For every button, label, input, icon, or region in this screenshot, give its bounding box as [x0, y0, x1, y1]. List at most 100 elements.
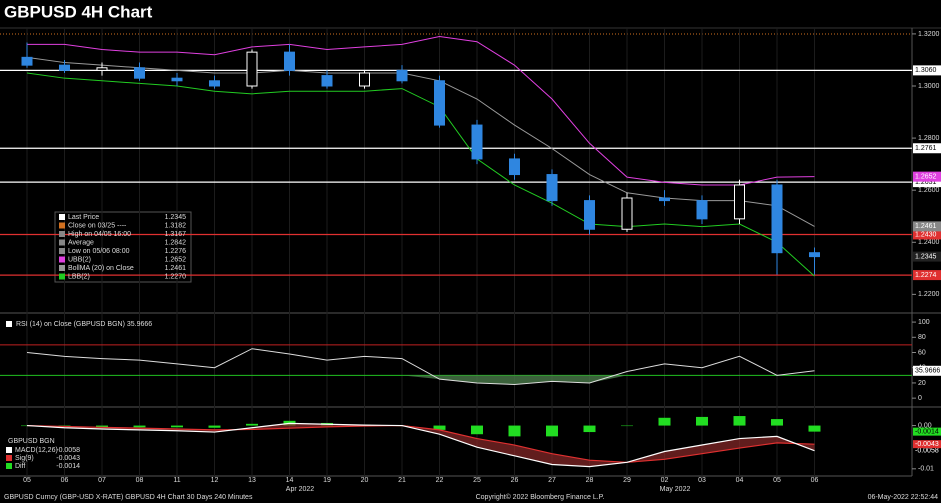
x-tick-label: 03 [698, 477, 706, 484]
legend-swatch [59, 273, 65, 280]
series-line [26, 424, 815, 463]
price-tag [913, 251, 941, 262]
candle-body [134, 67, 145, 79]
level-tag [913, 229, 941, 240]
footer-center: Copyright© 2022 Bloomberg Finance L.P. [476, 493, 605, 501]
level-tag-label: 1.2430 [915, 231, 937, 238]
x-tick-label: 04 [736, 477, 744, 484]
value-tag-label: -0.0058 [915, 447, 939, 454]
diff-bar [808, 425, 821, 432]
y-tick-label: 20 [918, 380, 926, 387]
legend-swatch [6, 463, 12, 469]
y-tick-label: 80 [918, 334, 926, 341]
legend-swatch [59, 256, 65, 263]
x-tick-label: 02 [661, 477, 669, 484]
y-tick-label: 1.3200 [918, 31, 940, 38]
legend-value: 1.3182 [165, 222, 187, 229]
x-tick-label: 20 [361, 477, 369, 484]
price-tag [913, 171, 941, 182]
series-line [26, 422, 815, 468]
legend-swatch [59, 214, 65, 220]
legend-swatch [59, 239, 65, 246]
legend-box [54, 211, 192, 283]
footer-right: 06-May-2022 22:52:44 [868, 494, 939, 501]
footer-left: GBPUSD Curncy (GBP-USD X-RATE) GBPUSD 4H… [4, 494, 253, 501]
legend-value: 1.2276 [165, 248, 187, 255]
diff-bar [508, 425, 521, 437]
month-label: Apr 2022 [286, 486, 315, 493]
y-tick-label: 1.2800 [918, 135, 940, 142]
y-tick-label: 1.3000 [918, 83, 940, 90]
legend-label: BollMA (20) on Close [68, 265, 134, 272]
diff-bar [621, 425, 633, 427]
legend-swatch [59, 248, 65, 254]
y-tick-label: 1.2200 [918, 291, 940, 298]
x-tick-label: 12 [211, 477, 219, 484]
y-tick-label: 0.00 [918, 422, 932, 429]
chart-title: GBPUSD 4H Chart [4, 2, 153, 21]
y-tick-label: 100 [918, 319, 930, 326]
price-tag [913, 221, 941, 232]
diff-bar [208, 425, 221, 428]
legend-label: High on 04/05 16:00 [68, 231, 131, 238]
candle-body [246, 51, 258, 87]
legend-swatch [59, 231, 65, 237]
level-tag [913, 65, 941, 76]
x-tick-label: 05 [773, 477, 781, 484]
diff-bar [171, 425, 183, 428]
legend-value: 1.3167 [165, 231, 187, 238]
x-tick-label: 21 [398, 477, 406, 484]
legend-value: 1.2842 [165, 239, 187, 246]
legend-swatch [6, 447, 12, 453]
x-tick-label: 07 [98, 477, 106, 484]
legend-value: -0.0043 [56, 455, 80, 462]
candle-body [509, 158, 520, 176]
legend-box [3, 436, 83, 472]
candle-body [809, 252, 820, 258]
candle-body [621, 197, 633, 230]
legend-label: UBB(2) [68, 256, 91, 263]
value-tag [913, 446, 941, 455]
x-tick-label: 22 [436, 477, 444, 484]
x-tick-label: 14 [286, 477, 294, 484]
x-tick-label: 27 [548, 477, 556, 484]
y-tick-label: -0.01 [918, 466, 934, 473]
legend-swatch [6, 321, 12, 327]
series-line [27, 36, 815, 186]
candle-body [771, 184, 783, 254]
x-tick-label: 29 [623, 477, 631, 484]
price-tag [913, 365, 941, 376]
legend-value: 1.2461 [165, 265, 187, 272]
x-tick-label: 19 [323, 477, 331, 484]
x-tick-label: 06 [811, 477, 819, 484]
legend-label: Average [68, 239, 94, 246]
value-tag [913, 427, 941, 436]
legend-swatch [6, 455, 12, 461]
candle-body [21, 56, 33, 66]
level-tag-label: 1.3060 [915, 67, 937, 74]
x-tick-label: 08 [136, 477, 144, 484]
legend-swatch [59, 222, 65, 229]
diff-bar [733, 416, 746, 426]
candle-body [171, 77, 183, 82]
candle-body [59, 64, 70, 71]
series-line [26, 56, 815, 227]
y-tick-label: 1.2600 [918, 187, 940, 194]
diff-bar [583, 425, 596, 433]
y-tick-label: 60 [918, 349, 926, 356]
value-tag-label: -0.0014 [915, 428, 939, 435]
level-tag [913, 270, 941, 281]
legend-value: 1.2345 [165, 214, 187, 221]
y-tick-label: 0 [918, 395, 922, 402]
candle-body [659, 197, 670, 202]
price-tag-label: 35.9666 [915, 368, 940, 375]
diff-bar [696, 416, 708, 426]
legend-value: 1.2270 [165, 273, 187, 280]
candle-body [209, 80, 220, 87]
level-tag [913, 177, 941, 188]
level-tag-label: 1.2631 [915, 179, 937, 186]
x-tick-label: 26 [511, 477, 519, 484]
legend-label: LBB(2) [68, 273, 90, 280]
candle-body [696, 200, 708, 220]
